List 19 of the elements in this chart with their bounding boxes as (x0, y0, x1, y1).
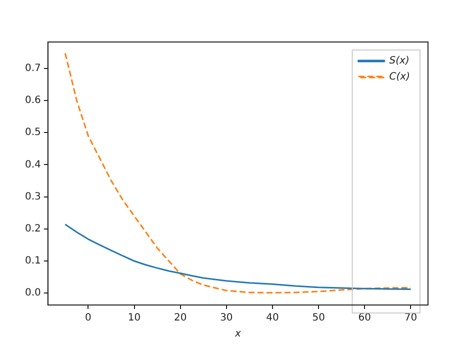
x-tick-label: 60 (358, 312, 372, 324)
y-tick-label: 0.4 (24, 159, 41, 170)
y-tick-label: 0.6 (24, 95, 41, 106)
x-axis-title: x (234, 328, 241, 340)
x-tick-label: 0 (85, 312, 92, 324)
x-tick-label: 50 (312, 312, 325, 324)
x-tick-label: 20 (174, 312, 187, 324)
y-tick-label: 0.0 (24, 288, 41, 299)
y-tick-label: 0.1 (24, 256, 41, 267)
y-tick-label: 0.3 (24, 191, 41, 202)
y-tick-label: 0.2 (24, 223, 41, 234)
x-tick-label: 30 (220, 312, 233, 324)
y-tick-label: 0.5 (24, 127, 41, 138)
x-tick-label: 10 (128, 312, 141, 324)
legend-label: C(x) (389, 72, 410, 83)
y-tick-label: 0.7 (24, 62, 41, 74)
x-tick-label: 40 (266, 312, 279, 324)
x-tick-label: 70 (404, 312, 418, 324)
legend-label: S(x) (389, 56, 410, 67)
